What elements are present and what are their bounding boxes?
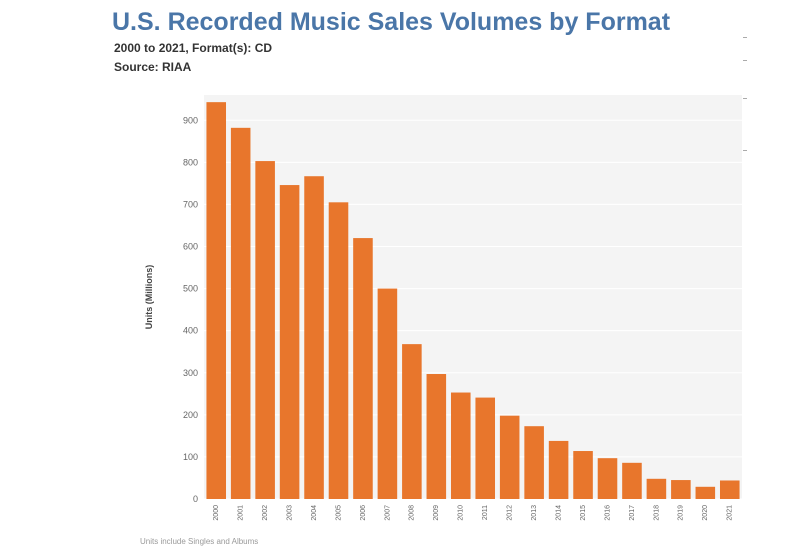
x-tick-label: 2003 <box>286 505 293 521</box>
y-tick-label: 700 <box>183 199 198 209</box>
x-tick-label: 2014 <box>555 505 562 521</box>
bar <box>377 288 398 499</box>
bar <box>230 127 251 499</box>
edge-mark <box>743 37 747 38</box>
y-tick-label: 400 <box>183 326 198 336</box>
x-tick-label: 2004 <box>311 505 318 521</box>
bar-chart: 0 100 200 300 400 500 600 700 800 900 2000 2001 2002… <box>144 95 742 521</box>
bar <box>450 392 471 499</box>
bar <box>646 478 667 499</box>
x-tick-label: 2001 <box>238 505 245 521</box>
y-tick-label: 900 <box>183 115 198 125</box>
y-axis-label: Units (Millions) <box>144 265 154 330</box>
bar <box>426 374 447 499</box>
edge-mark <box>743 98 747 99</box>
y-tick-label: 200 <box>183 410 198 420</box>
bar <box>304 176 324 499</box>
bar <box>622 462 642 499</box>
x-tick-label: 2005 <box>335 505 342 521</box>
bar <box>206 102 227 499</box>
chart-source: Source: RIAA <box>114 60 192 74</box>
x-tick-label: 2012 <box>507 505 514 521</box>
y-tick-label: 800 <box>183 157 198 167</box>
bar <box>475 397 496 499</box>
bar <box>402 344 422 499</box>
bar <box>524 426 544 499</box>
x-tick-label: 2019 <box>678 505 685 521</box>
chart-title: U.S. Recorded Music Sales Volumes by For… <box>112 8 671 36</box>
x-tick-label: 2013 <box>531 505 538 521</box>
x-tick-label: 2007 <box>384 505 391 521</box>
bar <box>255 161 275 499</box>
bar <box>279 185 300 499</box>
y-tick-label: 100 <box>183 452 198 462</box>
bar <box>353 238 373 500</box>
bar <box>573 451 593 499</box>
bar <box>695 486 716 499</box>
chart-subtitle: 2000 to 2021, Format(s): CD <box>114 41 273 55</box>
x-tick-label: 2008 <box>409 505 416 521</box>
x-tick-label: 2020 <box>702 505 709 521</box>
x-tick-label: 2006 <box>360 505 367 521</box>
x-tick-label: 2010 <box>458 505 465 521</box>
x-tick-label: 2000 <box>213 505 220 521</box>
x-tick-label: 2021 <box>727 505 734 521</box>
bar <box>499 415 520 499</box>
bar <box>548 440 569 499</box>
y-tick-label: 600 <box>183 242 198 252</box>
x-tick-label: 2002 <box>262 505 269 521</box>
bar <box>328 202 349 499</box>
x-tick-label: 2017 <box>629 505 636 521</box>
edge-mark <box>743 150 747 151</box>
x-tick-label: 2015 <box>580 505 587 521</box>
bar <box>719 480 740 499</box>
x-tick-label: 2011 <box>482 505 489 520</box>
bar <box>597 458 618 499</box>
bar <box>671 480 691 499</box>
x-tick-label: 2016 <box>604 505 611 521</box>
y-tick-label: 0 <box>193 494 198 504</box>
chart-area: 0 100 200 300 400 500 600 700 800 900 2000 2001 2002… <box>112 83 752 523</box>
x-tick-label: 2018 <box>653 505 660 521</box>
x-tick-label: 2009 <box>433 505 440 521</box>
footnote: Units include Singles and Albums <box>140 537 259 546</box>
y-tick-label: 300 <box>183 368 198 378</box>
y-tick-label: 500 <box>183 284 198 294</box>
edge-mark <box>743 60 747 61</box>
